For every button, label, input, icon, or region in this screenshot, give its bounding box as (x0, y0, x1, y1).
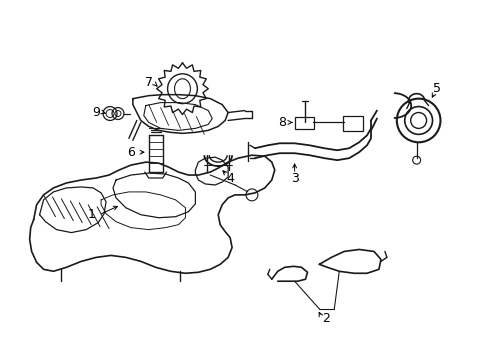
Text: 6: 6 (127, 146, 135, 159)
Text: 8: 8 (277, 116, 285, 129)
Text: 3: 3 (290, 171, 298, 185)
Text: 1: 1 (87, 208, 95, 221)
Text: 4: 4 (226, 171, 234, 185)
Text: 7: 7 (144, 76, 152, 89)
Text: 2: 2 (322, 312, 329, 325)
Text: 9: 9 (92, 106, 100, 119)
Text: 5: 5 (431, 82, 440, 95)
